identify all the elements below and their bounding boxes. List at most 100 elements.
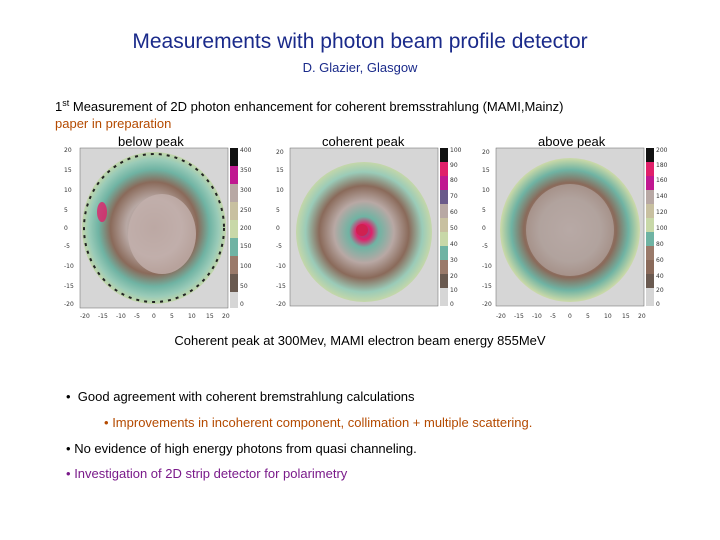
scale-tick: 50 <box>450 225 458 232</box>
plot-label-below-peak: below peak <box>118 134 184 149</box>
x-tick: -15 <box>98 313 108 320</box>
y-tick: 5 <box>482 207 486 214</box>
scale-tick: 200 <box>240 225 252 232</box>
x-tick: -15 <box>514 313 524 320</box>
scale-tick: 160 <box>656 177 668 184</box>
scale-tick: 200 <box>656 147 668 154</box>
y-tick: 10 <box>482 187 490 194</box>
figure-caption: Coherent peak at 300Mev, MAMI electron b… <box>174 333 546 348</box>
scale-tick: 50 <box>240 283 248 290</box>
bullet-item: • No evidence of high energy photons fro… <box>66 441 417 456</box>
y-tick: 5 <box>64 207 68 214</box>
intro-superscript: st <box>62 98 70 108</box>
scale-tick: 30 <box>450 257 458 264</box>
scale-tick: 120 <box>656 209 668 216</box>
scale-tick: 350 <box>240 167 252 174</box>
scale-tick: 40 <box>656 273 664 280</box>
y-tick: 20 <box>482 149 490 156</box>
x-tick: -10 <box>532 313 542 320</box>
x-tick: -5 <box>134 313 140 320</box>
bullet-item: • Improvements in incoherent component, … <box>104 415 532 430</box>
bullet-icon: • <box>66 466 71 481</box>
y-tick: -20 <box>482 301 492 308</box>
scale-tick: 20 <box>656 287 664 294</box>
scale-tick: 70 <box>450 193 458 200</box>
bullet-icon: • <box>104 415 109 430</box>
x-tick: 15 <box>206 313 214 320</box>
y-tick: -15 <box>276 283 286 290</box>
scale-tick: 80 <box>656 241 664 248</box>
x-tick: -20 <box>496 313 506 320</box>
x-tick: 15 <box>622 313 630 320</box>
y-tick: 0 <box>64 225 68 232</box>
scale-tick: 40 <box>450 241 458 248</box>
plot-label-coherent-peak: coherent peak <box>322 134 405 149</box>
x-tick: 5 <box>170 313 174 320</box>
color-scale <box>646 148 654 306</box>
x-tick: 10 <box>188 313 196 320</box>
scale-tick: 100 <box>240 263 252 270</box>
y-tick: 10 <box>64 187 72 194</box>
x-tick: 0 <box>152 313 156 320</box>
y-tick: -15 <box>64 283 74 290</box>
bullet-icon: • <box>66 441 71 456</box>
scale-tick: 80 <box>450 177 458 184</box>
profile-edge <box>83 153 225 303</box>
y-tick: -5 <box>64 243 70 250</box>
bullet-text: Good agreement with coherent bremstrahlu… <box>77 389 415 404</box>
bullet-text: No evidence of high energy photons from … <box>74 441 417 456</box>
scale-tick: 180 <box>656 162 668 169</box>
x-tick: -10 <box>116 313 126 320</box>
core-region <box>526 184 614 276</box>
y-tick: 20 <box>64 147 72 154</box>
x-tick: 0 <box>568 313 572 320</box>
y-tick: -5 <box>276 243 282 250</box>
scale-tick: 400 <box>240 147 252 154</box>
beam-profile-plot-below-peak: 20 15 10 5 0 -5 -10 -15 -20 -20 -15 -10 … <box>64 147 252 320</box>
y-tick: -10 <box>482 263 492 270</box>
y-tick: 0 <box>482 225 486 232</box>
intro-block: 1st Measurement of 2D photon enhancement… <box>55 95 564 132</box>
color-scale <box>230 148 238 308</box>
scale-tick: 300 <box>240 187 252 194</box>
x-tick: 10 <box>604 313 612 320</box>
intro-text: Measurement of 2D photon enhancement for… <box>69 99 564 114</box>
y-tick: 15 <box>276 167 284 174</box>
scale-tick: 100 <box>450 147 462 154</box>
scale-tick: 0 <box>450 301 454 308</box>
y-tick: -15 <box>482 283 492 290</box>
y-tick: -10 <box>276 263 286 270</box>
enhancement-peak <box>356 224 368 236</box>
x-tick: -5 <box>550 313 556 320</box>
x-tick: -20 <box>80 313 90 320</box>
y-tick: 5 <box>276 207 280 214</box>
y-tick: 10 <box>276 187 284 194</box>
scale-tick: 150 <box>240 243 252 250</box>
core-region <box>128 194 196 274</box>
x-tick: 5 <box>586 313 590 320</box>
scale-tick: 20 <box>450 273 458 280</box>
x-tick: 20 <box>638 313 646 320</box>
intro-line-1: 1st Measurement of 2D photon enhancement… <box>55 95 564 115</box>
hotspot <box>97 202 107 222</box>
y-tick: -20 <box>276 301 286 308</box>
scale-tick: 0 <box>240 301 244 308</box>
bullet-text: Improvements in incoherent component, co… <box>112 415 533 430</box>
author-line: D. Glazier, Glasgow <box>302 60 418 75</box>
bullet-text: Investigation of 2D strip detector for p… <box>74 466 348 481</box>
color-scale <box>440 148 448 306</box>
beam-profile-plot-above-peak: 20 15 10 5 0 -5 -10 -15 -20 -20 -15 -10 … <box>482 147 668 320</box>
scale-tick: 90 <box>450 162 458 169</box>
page-title: Measurements with photon beam profile de… <box>132 30 588 53</box>
bullet-item: • Good agreement with coherent bremstrah… <box>66 389 415 404</box>
scale-tick: 10 <box>450 287 458 294</box>
y-tick: 15 <box>64 167 72 174</box>
scale-tick: 100 <box>656 225 668 232</box>
x-tick: 20 <box>222 313 230 320</box>
intro-line-2: paper in preparation <box>55 116 172 131</box>
scale-tick: 250 <box>240 207 252 214</box>
bullet-item: • Investigation of 2D strip detector for… <box>66 466 347 481</box>
y-tick: 20 <box>276 149 284 156</box>
plot-label-above-peak: above peak <box>538 134 606 149</box>
y-tick: 15 <box>482 167 490 174</box>
